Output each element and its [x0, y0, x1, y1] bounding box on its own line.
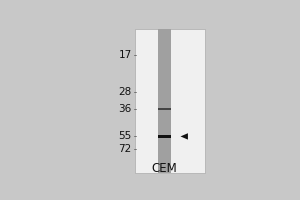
Bar [135, 29, 205, 173]
Text: 55: 55 [118, 131, 132, 141]
Text: 28: 28 [118, 87, 132, 97]
Text: 36: 36 [118, 104, 132, 114]
Bar [158, 29, 171, 173]
Text: 72: 72 [118, 144, 132, 154]
Text: CEM: CEM [151, 162, 177, 175]
Bar [158, 108, 171, 110]
Text: 17: 17 [118, 50, 132, 60]
Bar [158, 135, 171, 138]
Polygon shape [181, 133, 188, 140]
